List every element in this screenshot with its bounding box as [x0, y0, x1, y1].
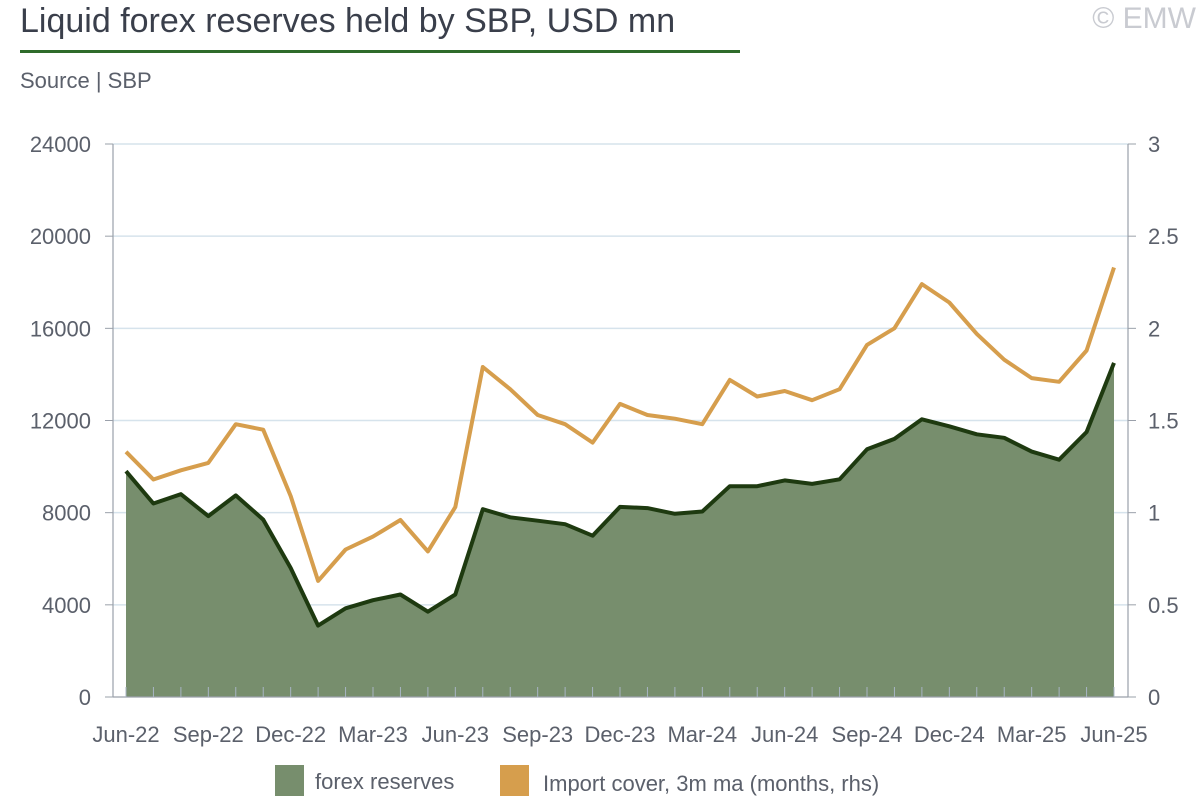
left-axis-tick-label: 16000	[30, 316, 91, 341]
chart-header: Liquid forex reserves held by SBP, USD m…	[0, 0, 1200, 110]
right-axis-tick-label: 2	[1148, 316, 1160, 341]
legend-label-forex-reserves: forex reserves	[315, 769, 454, 794]
left-axis-tick-label: 8000	[42, 501, 91, 526]
left-axis-tick-label: 4000	[42, 593, 91, 618]
import-cover-line	[124, 266, 1116, 583]
forex-reserves-area-layer	[124, 362, 1116, 697]
right-axis-tick-label: 1.5	[1148, 409, 1179, 434]
x-axis-tick-label: Dec-23	[585, 722, 656, 747]
legend-swatch-forex-reserves	[275, 765, 304, 796]
legend-label-import-cover: Import cover, 3m ma (months, rhs)	[543, 771, 879, 796]
left-axis-tick-label: 12000	[30, 409, 91, 434]
chart-title: Liquid forex reserves held by SBP, USD m…	[20, 2, 676, 40]
x-axis-tick-label: Jun-23	[422, 722, 489, 747]
forex-reserves-area	[126, 362, 1114, 697]
legend-swatch-import-cover	[500, 765, 529, 796]
right-axis-tick-label: 3	[1148, 132, 1160, 157]
forex-reserves-line	[124, 362, 1116, 628]
left-axis-tick-label: 0	[79, 685, 91, 710]
x-axis-tick-label: Jun-22	[92, 722, 159, 747]
copyright-label: © EMW	[1092, 2, 1196, 35]
x-axis-tick-label: Jun-24	[751, 722, 818, 747]
right-axis-tick-label: 0	[1148, 685, 1160, 710]
x-axis-tick-label: Sep-22	[173, 722, 244, 747]
x-axis-tick-label: Jun-25	[1080, 722, 1147, 747]
source-label: Source | SBP	[20, 68, 152, 93]
x-axis-tick-label: Dec-24	[914, 722, 985, 747]
title-underline	[20, 50, 740, 53]
axes: 0 4000 8000 12000 16000 20000 24000 0 0.5 1 1.5 2 2.…	[30, 132, 1179, 747]
x-axis-tick-label: Mar-25	[997, 722, 1067, 747]
x-axis-tick-label: Dec-22	[255, 722, 326, 747]
x-axis-tick-label: Mar-23	[338, 722, 408, 747]
left-axis-tick-label: 24000	[30, 132, 91, 157]
left-axis-tick-label: 20000	[30, 224, 91, 249]
right-axis-tick-label: 2.5	[1148, 224, 1179, 249]
x-axis-tick-label: Mar-24	[667, 722, 737, 747]
x-axis-tick-label: Sep-23	[502, 722, 573, 747]
import-cover-line-layer	[124, 266, 1116, 583]
right-axis-tick-label: 1	[1148, 501, 1160, 526]
legend: forex reserves Import cover, 3m ma (month…	[275, 765, 879, 796]
x-axis-tick-label: Sep-24	[832, 722, 903, 747]
right-axis-tick-label: 0.5	[1148, 593, 1179, 618]
